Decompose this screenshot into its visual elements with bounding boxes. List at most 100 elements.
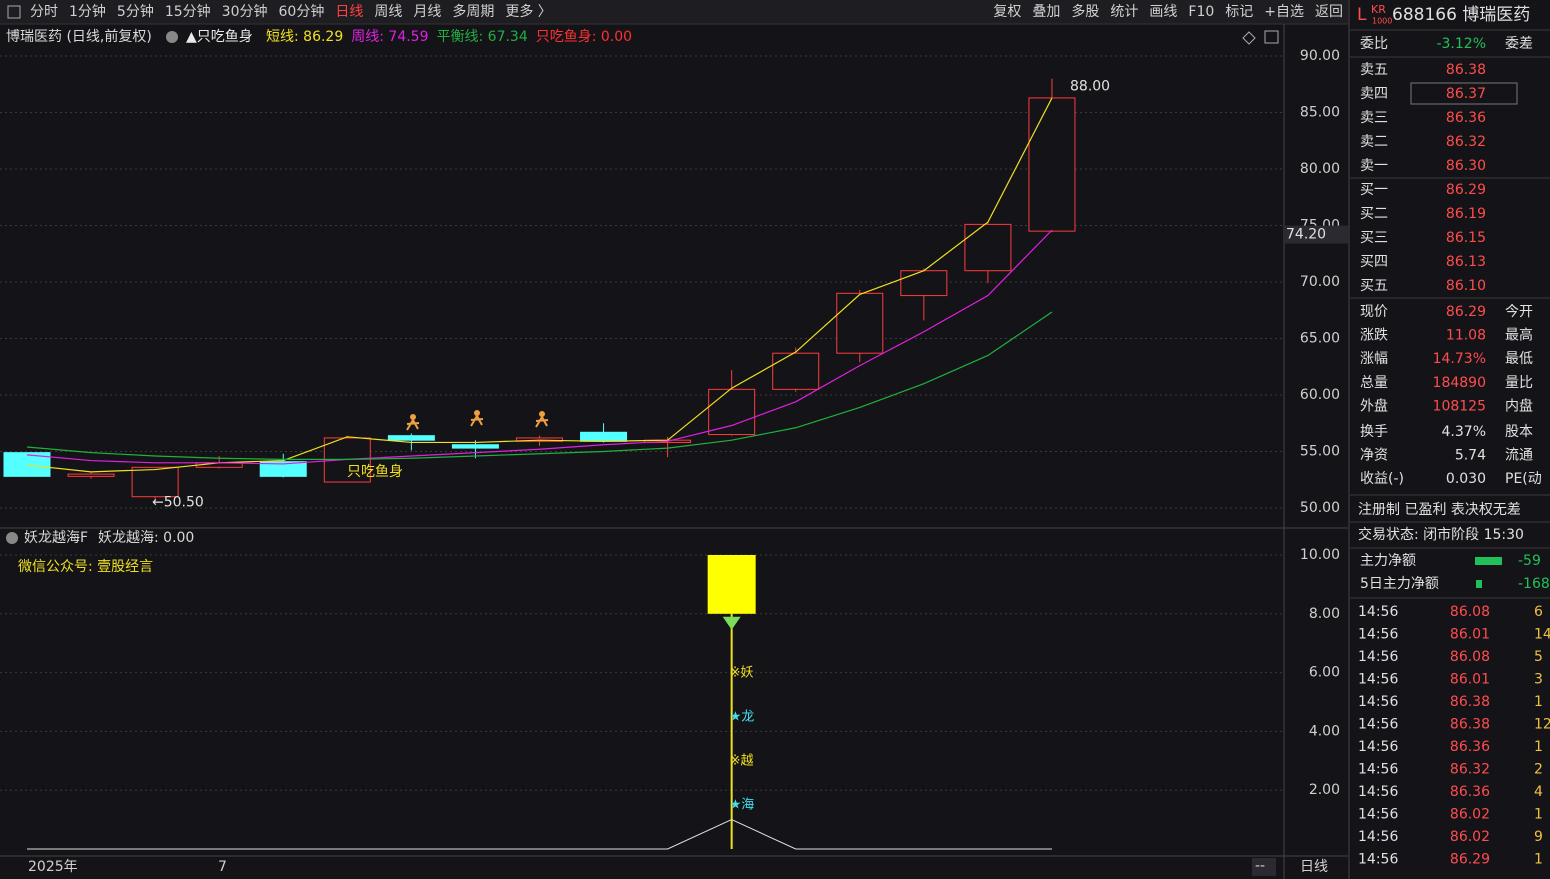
toolbar — [0, 0, 1348, 24]
quote-value: 108125 — [1433, 398, 1486, 414]
toolbar-tab[interactable]: 更多 〉 — [505, 3, 551, 20]
toolbar-button[interactable]: 统计 — [1110, 4, 1138, 20]
indicator-line — [27, 819, 1052, 850]
flow-bar — [1476, 580, 1482, 588]
tick-volume: 14 — [1534, 627, 1550, 643]
tick-volume: 6 — [1534, 604, 1543, 620]
toolbar-tab[interactable]: 多周期 — [452, 3, 494, 20]
y-tick-label: 70.00 — [1300, 274, 1340, 290]
bar — [707, 555, 756, 614]
book-label: 买四 — [1360, 254, 1388, 270]
period-label: 日线 — [1300, 859, 1328, 875]
quote-label: 换手 — [1360, 423, 1388, 440]
y-tick-label: 85.00 — [1300, 105, 1340, 121]
y-tick-label: 10.00 — [1300, 547, 1340, 563]
annotation: ←50.50 — [152, 494, 204, 510]
toolbar-button[interactable]: 多股 — [1071, 3, 1099, 20]
candle-body — [708, 388, 756, 436]
candle-body — [964, 223, 1012, 272]
flow-label: 主力净额 — [1360, 553, 1416, 569]
toolbar-tab[interactable]: 日线 — [335, 4, 363, 20]
candle-body — [387, 435, 435, 441]
indicator-name: ▲只吃鱼身 — [186, 28, 253, 45]
y-tick-label: 65.00 — [1300, 331, 1340, 347]
quote-label: PE(动 — [1505, 471, 1542, 487]
toolbar-button[interactable]: 画线 — [1149, 4, 1177, 20]
toolbar-button[interactable]: 返回 — [1315, 4, 1343, 20]
tick-price: 86.01 — [1450, 672, 1490, 688]
toolbar-button[interactable]: +自选 — [1264, 4, 1304, 20]
tick-price: 86.29 — [1450, 852, 1490, 868]
tick-volume: 1 — [1534, 852, 1543, 868]
indicator-legend: 妖龙越海: 0.00 — [98, 530, 194, 546]
y-tick-label: 60.00 — [1300, 387, 1340, 403]
toolbar-button[interactable]: 复权 — [993, 3, 1021, 20]
quote-value: 86.29 — [1446, 304, 1486, 320]
toolbar-button[interactable]: 叠加 — [1032, 4, 1060, 20]
candle-body — [900, 270, 948, 297]
quote-label: 收益(-) — [1360, 471, 1404, 487]
tick-volume: 9 — [1534, 829, 1543, 845]
toolbar-tab[interactable]: 1分钟 — [69, 3, 106, 20]
icon[interactable] — [1264, 30, 1279, 44]
toolbar-tab[interactable]: 5分钟 — [117, 3, 154, 20]
flow-label: 5日主力净额 — [1360, 576, 1439, 592]
quote-label: 最高 — [1505, 327, 1533, 344]
book-label: 买三 — [1360, 230, 1388, 246]
book-price: 86.36 — [1446, 110, 1486, 126]
indicator-title: 妖龙越海F — [24, 530, 88, 546]
toolbar-button[interactable]: F10 — [1188, 4, 1214, 20]
tick-time: 14:56 — [1358, 627, 1398, 643]
quote-label: 最低 — [1505, 351, 1533, 367]
toggle-icon[interactable] — [6, 532, 18, 544]
quote-value: 5.74 — [1455, 448, 1486, 464]
quote-label: 量比 — [1505, 375, 1533, 391]
candle-body — [67, 473, 115, 477]
quote-value: 14.73% — [1433, 351, 1486, 367]
legend-item: 短线: 86.29 — [266, 29, 343, 45]
toolbar-tab[interactable]: 15分钟 — [165, 3, 211, 20]
toggle: -- — [1255, 858, 1265, 874]
quote-value: 11.08 — [1446, 328, 1486, 344]
signal-icon — [410, 414, 416, 420]
toolbar-tab[interactable]: 30分钟 — [222, 3, 268, 20]
toolbar-tab[interactable]: 月线 — [413, 4, 441, 20]
tick-time: 14:56 — [1358, 694, 1398, 710]
price-tag — [1284, 225, 1348, 244]
toolbar-tab[interactable]: 60分钟 — [279, 3, 325, 20]
tick-volume: 3 — [1534, 672, 1543, 688]
tick-time: 14:56 — [1358, 762, 1398, 778]
y-tick-label: 8.00 — [1309, 606, 1340, 622]
toolbar-button[interactable]: 标记 — [1225, 4, 1253, 20]
tick-time: 14:56 — [1358, 829, 1398, 845]
quote-label: 外盘 — [1360, 397, 1388, 414]
x-axis-label: 2025年 — [28, 859, 78, 875]
quote-label: 流通 — [1505, 448, 1533, 464]
toolbar-tab[interactable]: 分时 — [30, 4, 58, 20]
candle-body — [451, 444, 499, 449]
signal-icon — [470, 415, 484, 427]
quote-label: 涨跌 — [1360, 328, 1388, 344]
book-price: 86.19 — [1446, 206, 1486, 222]
menu-icon[interactable] — [7, 5, 21, 19]
tick-time: 14:56 — [1358, 852, 1398, 868]
badge: 1000 — [1372, 17, 1392, 26]
book-label: 买二 — [1360, 206, 1388, 222]
icon[interactable] — [1242, 31, 1256, 45]
toolbar-tab[interactable]: 周线 — [374, 4, 402, 20]
market-label: L — [1357, 5, 1367, 25]
candle-body — [259, 461, 307, 477]
signal-icon — [535, 416, 549, 428]
toggle-icon[interactable] — [166, 31, 178, 43]
flow-bar — [1475, 557, 1502, 565]
book-price: 86.38 — [1446, 62, 1486, 78]
indicator-note: 微信公众号: 壹股经言 — [18, 559, 153, 575]
tick-time: 14:56 — [1358, 807, 1398, 823]
selection — [1410, 82, 1518, 105]
tick-price: 86.08 — [1450, 649, 1490, 665]
tick-time: 14:56 — [1358, 784, 1398, 800]
tick-price: 86.01 — [1450, 627, 1490, 643]
